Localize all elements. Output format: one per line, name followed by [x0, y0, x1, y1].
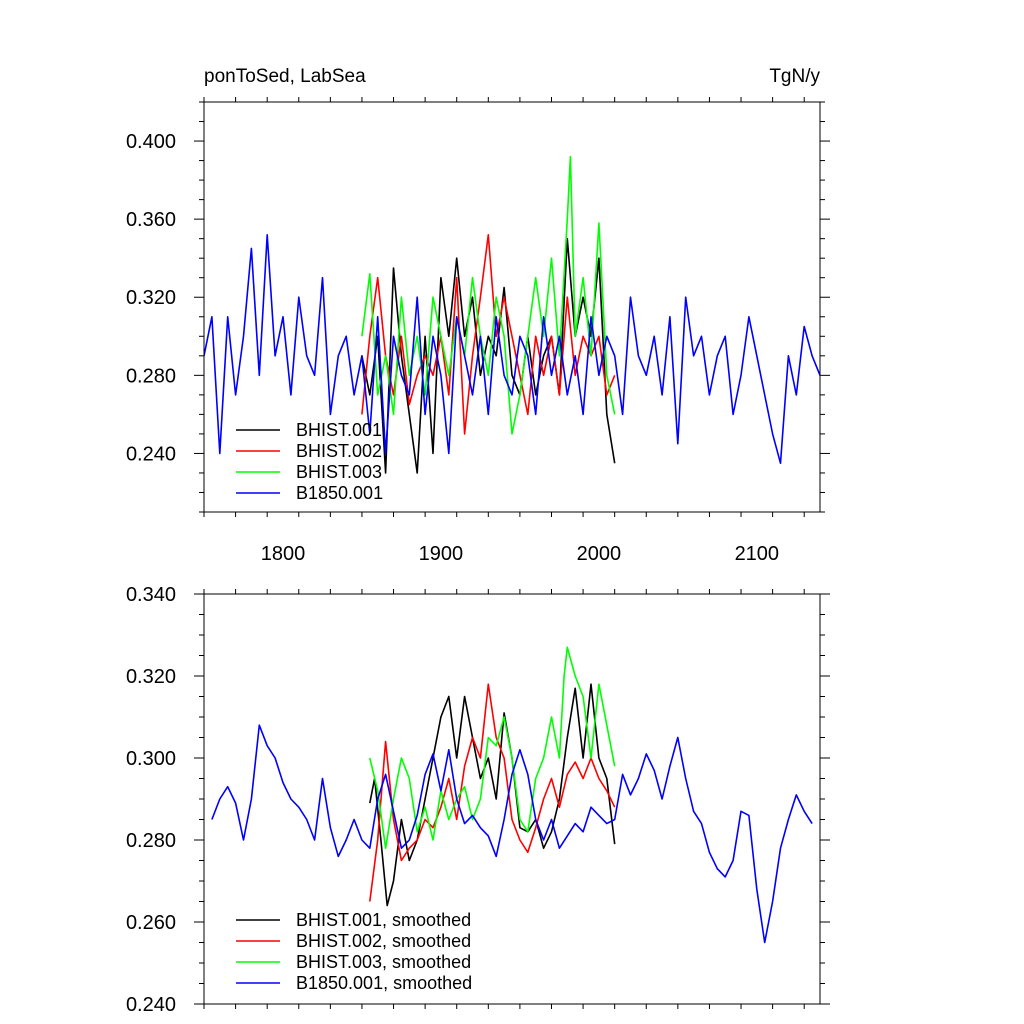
legend-label: BHIST.002, smoothed: [296, 931, 471, 951]
x-tick-label: 1800: [261, 543, 306, 565]
units-label: TgN/y: [769, 66, 820, 87]
legend-label: BHIST.002: [296, 441, 382, 461]
x-tick-label: 2000: [577, 543, 622, 565]
y-tick-label: 0.260: [126, 912, 176, 934]
series-line-2: [369, 683, 616, 902]
y-tick-label: 0.280: [126, 830, 176, 852]
legend-label: BHIST.001: [296, 420, 382, 440]
series-line-4: [211, 724, 813, 944]
legend-label: BHIST.003: [296, 462, 382, 482]
y-tick-label: 0.240: [126, 443, 176, 465]
legend-label: B1850.001: [296, 483, 383, 503]
panel-2: 0.240 0.260 0.280 0.300 0.320 0.340 BHIST.001,…: [126, 584, 830, 1016]
series-line-4: [204, 234, 820, 465]
y-tick-label: 0.400: [126, 131, 176, 153]
y-tick-label: 0.340: [126, 584, 176, 606]
y-tick-label: 0.280: [126, 365, 176, 387]
y-tick-label: 0.320: [126, 287, 176, 309]
y-tick-label: 0.320: [126, 666, 176, 688]
chart-title: ponToSed, LabSea: [204, 66, 366, 87]
series-line-3: [361, 155, 616, 435]
series-group: [211, 646, 813, 944]
x-tick-label: 2100: [735, 543, 780, 565]
y-tick-label: 0.300: [126, 748, 176, 770]
series-line-3: [369, 646, 616, 850]
series-line-1: [361, 237, 616, 474]
legend-label: BHIST.003, smoothed: [296, 952, 471, 972]
panel-1: 0.240 0.280 0.320 0.360 0.400 1800 1900 2000 210…: [126, 66, 830, 565]
legend-label: BHIST.001, smoothed: [296, 910, 471, 930]
series-group: [204, 155, 820, 474]
legend-label: B1850.001, smoothed: [296, 973, 472, 993]
series-line-1: [369, 683, 616, 907]
y-tick-label: 0.240: [126, 994, 176, 1016]
x-tick-label: 1900: [419, 543, 464, 565]
series-line-2: [361, 234, 616, 435]
plot-frame: [203, 101, 821, 513]
y-tick-label: 0.360: [126, 209, 176, 231]
